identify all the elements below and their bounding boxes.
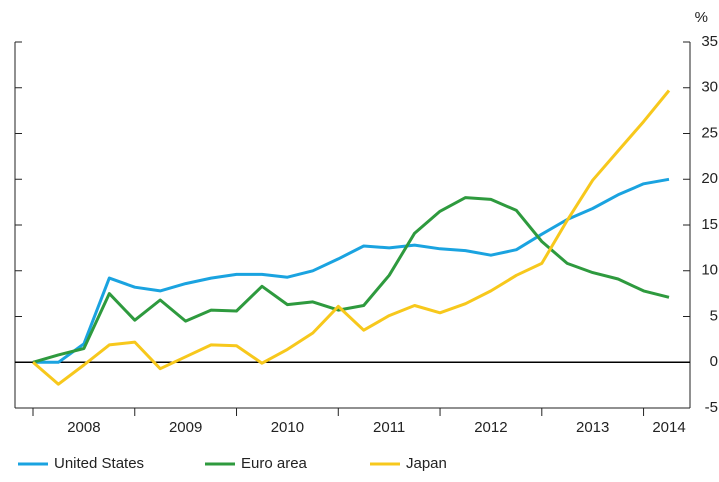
- legend-label: United States: [54, 455, 144, 472]
- y-unit: %: [695, 9, 708, 26]
- series-line: [32, 196, 670, 364]
- legend-label: Japan: [406, 455, 447, 472]
- series-line: [32, 89, 671, 386]
- x-tick-label: 2011: [373, 419, 405, 436]
- x-tick-label: 2014: [652, 419, 685, 436]
- series-line: [33, 177, 670, 364]
- y-tick-label: 0: [710, 353, 718, 370]
- x-tick-label: 2009: [169, 419, 202, 436]
- y-tick-label: 5: [710, 307, 718, 324]
- legend-label: Euro area: [241, 455, 308, 472]
- y-tick-label: 15: [701, 216, 718, 233]
- x-tick-label: 2013: [576, 419, 609, 436]
- x-tick-label: 2008: [67, 419, 100, 436]
- x-tick-label: 2012: [474, 419, 507, 436]
- y-tick-label: 20: [701, 170, 718, 187]
- y-tick-label: 10: [701, 262, 718, 279]
- x-tick-label: 2010: [271, 419, 304, 436]
- y-tick-label: -5: [705, 399, 718, 416]
- y-tick-label: 30: [701, 79, 718, 96]
- y-tick-label: 35: [701, 33, 718, 50]
- y-tick-label: 25: [701, 124, 718, 141]
